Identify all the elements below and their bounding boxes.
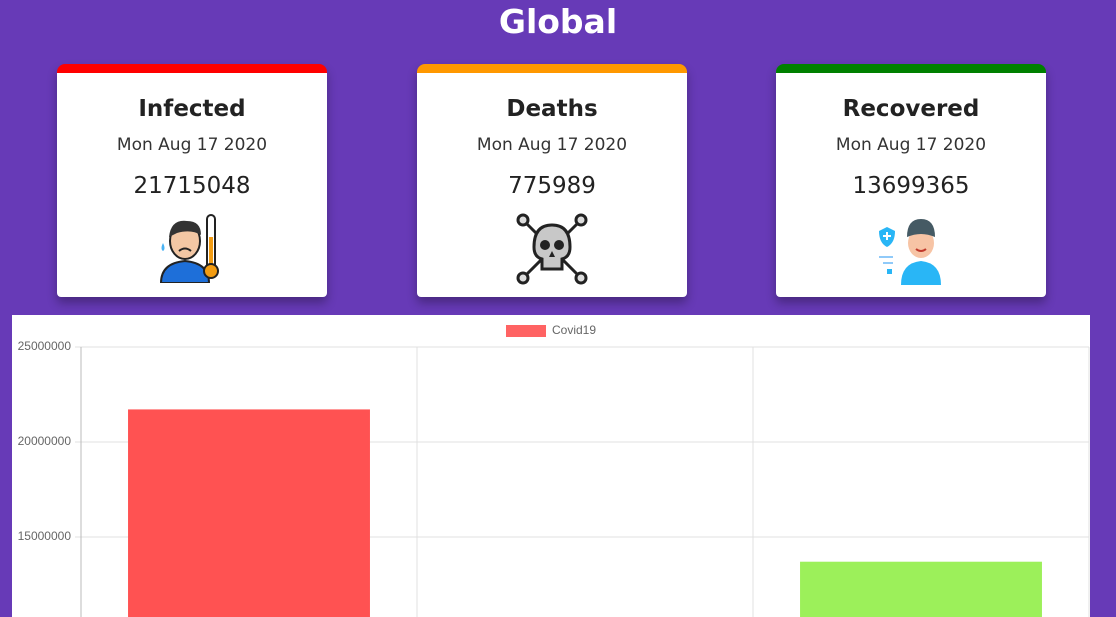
card-value: 775989 [508,173,596,199]
card-date: Mon Aug 17 2020 [835,135,987,155]
y-tick-label: 15000000 [18,529,72,543]
bar [800,561,1042,617]
recovered-icon [879,219,941,285]
skull-icon [516,213,588,285]
y-tick-label: 20000000 [18,434,72,448]
card-value: 13699365 [852,173,970,199]
card-label: Recovered [842,96,980,122]
bar [128,409,370,617]
legend-label: Covid19 [552,323,596,337]
card-label: Infected [138,96,246,122]
infected-icon [159,214,219,283]
card: Deaths Mon Aug 17 2020 775989 [417,64,687,297]
card-label: Deaths [506,96,598,122]
card-value: 21715048 [133,173,251,199]
chart: Covid19 15000000 20000000 25000000 [12,315,1090,617]
legend-swatch [506,325,546,337]
page-title: Global [498,2,618,41]
card: Recovered Mon Aug 17 2020 13699365 [776,64,1046,297]
card-date: Mon Aug 17 2020 [476,135,628,155]
y-tick-label: 25000000 [18,339,72,353]
card-date: Mon Aug 17 2020 [116,135,268,155]
card: Infected Mon Aug 17 2020 21715048 [57,64,327,297]
